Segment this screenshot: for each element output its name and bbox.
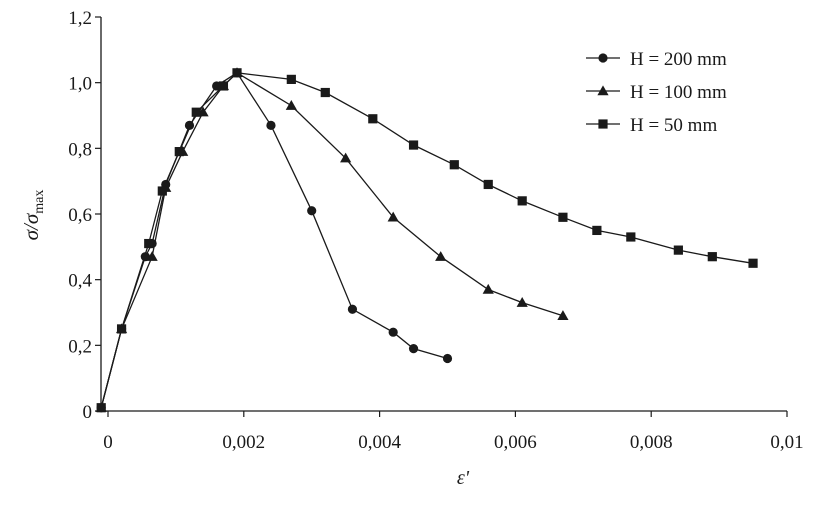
y-axis-title-main: σ/σ bbox=[19, 212, 43, 240]
x-tick-label: 0,002 bbox=[222, 432, 265, 453]
marker-square bbox=[116, 324, 127, 334]
legend-item: H = 50 mm bbox=[586, 115, 717, 136]
marker-triangle bbox=[516, 297, 528, 307]
y-tick-label: 0,4 bbox=[68, 271, 92, 292]
marker-triangle bbox=[340, 152, 352, 163]
marker-circle bbox=[307, 206, 317, 216]
marker-square bbox=[592, 225, 602, 236]
series-layer bbox=[95, 67, 758, 413]
marker-circle bbox=[408, 344, 419, 354]
marker-triangle bbox=[597, 85, 609, 96]
x-tick-label: 0,01 bbox=[770, 432, 803, 453]
y-tick-label: 0,2 bbox=[68, 336, 92, 357]
marker-triangle bbox=[482, 283, 494, 294]
marker-square bbox=[144, 238, 154, 249]
x-tick-label: 0,008 bbox=[630, 432, 673, 453]
marker-square bbox=[408, 140, 419, 150]
series-square bbox=[96, 68, 758, 413]
marker-circle bbox=[388, 327, 398, 337]
legend-label: H = 50 mm bbox=[630, 115, 717, 136]
marker-circle bbox=[266, 120, 276, 130]
marker-square bbox=[157, 186, 167, 196]
marker-square bbox=[626, 232, 636, 242]
marker-square bbox=[286, 74, 296, 84]
marker-square bbox=[748, 258, 758, 268]
y-axis-title-sub: max bbox=[32, 190, 47, 214]
y-tick-label: 1,2 bbox=[68, 8, 92, 29]
x-tick-label: 0 bbox=[103, 432, 113, 453]
legend-label: H = 200 mm bbox=[630, 49, 727, 70]
marker-triangle bbox=[285, 100, 297, 110]
marker-square bbox=[218, 81, 229, 91]
series-line bbox=[100, 71, 564, 408]
marker-square bbox=[96, 403, 106, 413]
y-tick-label: 0 bbox=[83, 402, 93, 423]
series-triangle bbox=[95, 67, 569, 412]
marker-triangle bbox=[387, 211, 399, 222]
axes: 0 0,002 0,004 0,006 0,008 0,01 0 0,2 0,4 0,6 0,8 1,… bbox=[68, 8, 803, 453]
marker-square bbox=[449, 160, 459, 170]
legend-label: H = 100 mm bbox=[630, 82, 727, 103]
marker-square bbox=[483, 179, 493, 190]
marker-square bbox=[174, 147, 184, 157]
marker-triangle bbox=[146, 251, 158, 261]
marker-square bbox=[673, 245, 683, 255]
marker-circle bbox=[598, 53, 608, 63]
marker-triangle bbox=[435, 251, 447, 261]
marker-circle bbox=[347, 304, 358, 314]
marker-square bbox=[707, 252, 717, 262]
marker-square bbox=[598, 119, 608, 129]
x-axis-title: ε' bbox=[457, 467, 470, 489]
marker-square bbox=[191, 107, 201, 117]
y-tick-label: 0,6 bbox=[68, 205, 92, 226]
marker-triangle bbox=[557, 310, 569, 320]
marker-square bbox=[517, 196, 527, 206]
marker-square bbox=[368, 114, 378, 124]
marker-square bbox=[558, 212, 568, 222]
y-tick-label: 1,0 bbox=[68, 74, 92, 95]
x-tick-label: 0,006 bbox=[494, 432, 537, 453]
y-tick-label: 0,8 bbox=[68, 139, 92, 160]
legend-item: H = 200 mm bbox=[586, 49, 727, 70]
legend-item: H = 100 mm bbox=[586, 82, 727, 103]
marker-square bbox=[320, 87, 330, 98]
x-tick-label: 0,004 bbox=[358, 432, 401, 453]
legend: H = 200 mm H = 100 mm H = 50 mm bbox=[586, 49, 727, 136]
y-axis-title: σ/σmax bbox=[19, 190, 47, 241]
marker-circle bbox=[442, 353, 453, 364]
marker-square bbox=[232, 68, 242, 78]
